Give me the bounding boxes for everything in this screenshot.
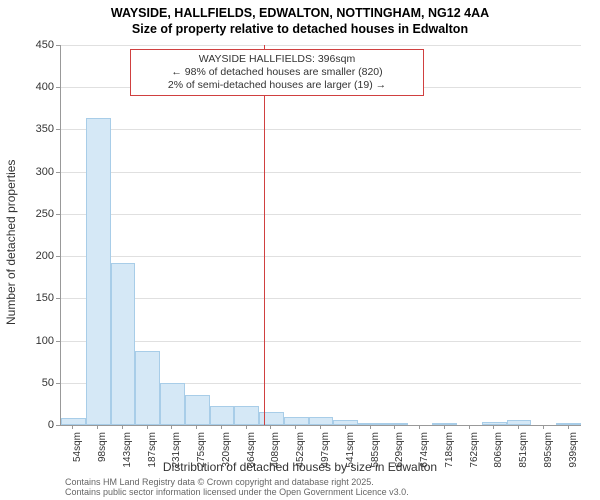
xtick-mark: [97, 425, 98, 429]
annotation-line1: WAYSIDE HALLFIELDS: 396sqm: [137, 53, 417, 66]
gridline: [61, 341, 581, 342]
annotation-box: WAYSIDE HALLFIELDS: 396sqm ← 98% of deta…: [130, 49, 424, 96]
ytick-label: 50: [14, 377, 54, 389]
xtick-label: 452sqm: [295, 432, 306, 472]
xtick-mark: [444, 425, 445, 429]
xtick-label: 541sqm: [345, 432, 356, 472]
ytick-mark: [56, 425, 60, 426]
histogram-bar: [61, 418, 86, 425]
chart-title-line1: WAYSIDE, HALLFIELDS, EDWALTON, NOTTINGHA…: [0, 6, 600, 21]
xtick-label: 54sqm: [72, 432, 83, 472]
ytick-mark: [56, 298, 60, 299]
histogram-bar: [333, 420, 358, 425]
ytick-mark: [56, 214, 60, 215]
histogram-bar: [210, 406, 235, 425]
gridline: [61, 172, 581, 173]
histogram-bar: [111, 263, 136, 425]
histogram-bar: [309, 417, 334, 425]
xtick-mark: [122, 425, 123, 429]
xtick-mark: [270, 425, 271, 429]
xtick-label: 408sqm: [270, 432, 281, 472]
ytick-label: 0: [14, 419, 54, 431]
histogram-bar: [556, 423, 581, 425]
gridline: [61, 298, 581, 299]
xtick-mark: [221, 425, 222, 429]
xtick-mark: [147, 425, 148, 429]
xtick-mark: [419, 425, 420, 429]
histogram-bar: [234, 406, 259, 425]
histogram-bar: [185, 395, 210, 425]
histogram-bar: [86, 118, 111, 425]
annotation-line3: 2% of semi-detached houses are larger (1…: [137, 79, 417, 92]
xtick-label: 187sqm: [147, 432, 158, 472]
xtick-label: 497sqm: [320, 432, 331, 472]
xtick-label: 718sqm: [444, 432, 455, 472]
xtick-label: 143sqm: [122, 432, 133, 472]
gridline: [61, 45, 581, 46]
histogram-bar: [160, 383, 185, 425]
xtick-mark: [171, 425, 172, 429]
gridline: [61, 129, 581, 130]
xtick-mark: [345, 425, 346, 429]
xtick-mark: [295, 425, 296, 429]
footer-attribution: Contains HM Land Registry data © Crown c…: [65, 478, 409, 498]
histogram-bar: [284, 417, 309, 425]
ytick-mark: [56, 87, 60, 88]
indicator-line: [264, 45, 265, 425]
ytick-label: 250: [14, 208, 54, 220]
annotation-line2: ← 98% of detached houses are smaller (82…: [137, 66, 417, 79]
ytick-label: 450: [14, 39, 54, 51]
ytick-mark: [56, 256, 60, 257]
xtick-label: 585sqm: [370, 432, 381, 472]
xtick-label: 98sqm: [97, 432, 108, 472]
xtick-label: 939sqm: [568, 432, 579, 472]
ytick-label: 300: [14, 166, 54, 178]
ytick-label: 200: [14, 250, 54, 262]
xtick-label: 806sqm: [493, 432, 504, 472]
xtick-label: 851sqm: [518, 432, 529, 472]
histogram-bar: [358, 423, 383, 425]
xtick-label: 762sqm: [469, 432, 480, 472]
xtick-label: 674sqm: [419, 432, 430, 472]
xtick-mark: [394, 425, 395, 429]
gridline: [61, 214, 581, 215]
xtick-mark: [246, 425, 247, 429]
ytick-label: 150: [14, 292, 54, 304]
xtick-label: 895sqm: [543, 432, 554, 472]
ytick-mark: [56, 129, 60, 130]
xtick-label: 231sqm: [171, 432, 182, 472]
xtick-mark: [370, 425, 371, 429]
chart-title-line2: Size of property relative to detached ho…: [0, 22, 600, 36]
chart-container: WAYSIDE, HALLFIELDS, EDWALTON, NOTTINGHA…: [0, 0, 600, 500]
xtick-mark: [518, 425, 519, 429]
xtick-label: 320sqm: [221, 432, 232, 472]
xtick-mark: [469, 425, 470, 429]
ytick-mark: [56, 341, 60, 342]
xtick-mark: [568, 425, 569, 429]
xtick-mark: [320, 425, 321, 429]
xtick-label: 629sqm: [394, 432, 405, 472]
xtick-label: 364sqm: [246, 432, 257, 472]
histogram-bar: [135, 351, 160, 425]
plot-area: [60, 45, 581, 426]
ytick-mark: [56, 383, 60, 384]
xtick-mark: [543, 425, 544, 429]
ytick-mark: [56, 45, 60, 46]
histogram-bar: [432, 423, 457, 425]
ytick-label: 100: [14, 335, 54, 347]
ytick-label: 400: [14, 81, 54, 93]
xtick-mark: [196, 425, 197, 429]
footer-line2: Contains public sector information licen…: [65, 488, 409, 498]
gridline: [61, 256, 581, 257]
ytick-mark: [56, 172, 60, 173]
xtick-mark: [72, 425, 73, 429]
xtick-label: 275sqm: [196, 432, 207, 472]
ytick-label: 350: [14, 123, 54, 135]
xtick-mark: [493, 425, 494, 429]
